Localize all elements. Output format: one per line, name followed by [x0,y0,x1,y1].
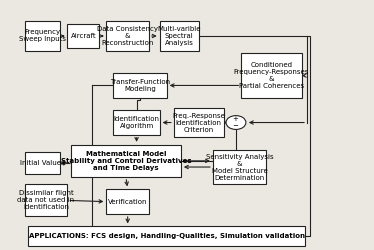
Text: Multi-varible
Spectral
Analysis: Multi-varible Spectral Analysis [157,26,201,46]
Text: Conditioned
Frequency-Responses
&
Partial Coherences: Conditioned Frequency-Responses & Partia… [234,62,309,89]
Text: Aircraft: Aircraft [71,33,96,39]
Text: APPLICATIONS: FCS design, Handling-Qualities, Simulation validation: APPLICATIONS: FCS design, Handling-Quali… [29,233,305,239]
FancyBboxPatch shape [67,24,99,48]
FancyBboxPatch shape [160,21,199,51]
FancyBboxPatch shape [241,53,301,98]
FancyBboxPatch shape [213,150,266,184]
Text: Verification: Verification [108,199,147,205]
FancyBboxPatch shape [28,226,305,246]
Text: Dissimilar flight
data not used in
identification: Dissimilar flight data not used in ident… [18,190,74,210]
FancyBboxPatch shape [113,73,167,98]
Text: Freq.-Response
Identification
Criterion: Freq.-Response Identification Criterion [172,112,225,132]
Circle shape [226,116,246,130]
Text: Frequency
Sweep Inputs: Frequency Sweep Inputs [19,30,66,43]
Text: +: + [233,116,239,122]
FancyBboxPatch shape [106,21,149,51]
FancyBboxPatch shape [174,108,224,137]
FancyBboxPatch shape [25,21,60,51]
FancyBboxPatch shape [25,152,60,174]
Text: Identification
Algorithm: Identification Algorithm [114,116,160,129]
FancyBboxPatch shape [71,145,181,177]
Text: −: − [233,123,239,129]
FancyBboxPatch shape [25,184,67,216]
Text: Transfer-Function
Modeling: Transfer-Function Modeling [110,79,170,92]
FancyBboxPatch shape [106,189,149,214]
Text: Sensitivity Analysis
&
Model Structure
Determination: Sensitivity Analysis & Model Structure D… [206,154,273,180]
FancyBboxPatch shape [113,110,160,135]
Text: Initial Values: Initial Values [20,160,65,166]
Text: Data Consistency
&
Reconstruction: Data Consistency & Reconstruction [97,26,158,46]
Text: Mathematical Model
Stability and Control Derivatives
and Time Delays: Mathematical Model Stability and Control… [61,151,191,171]
